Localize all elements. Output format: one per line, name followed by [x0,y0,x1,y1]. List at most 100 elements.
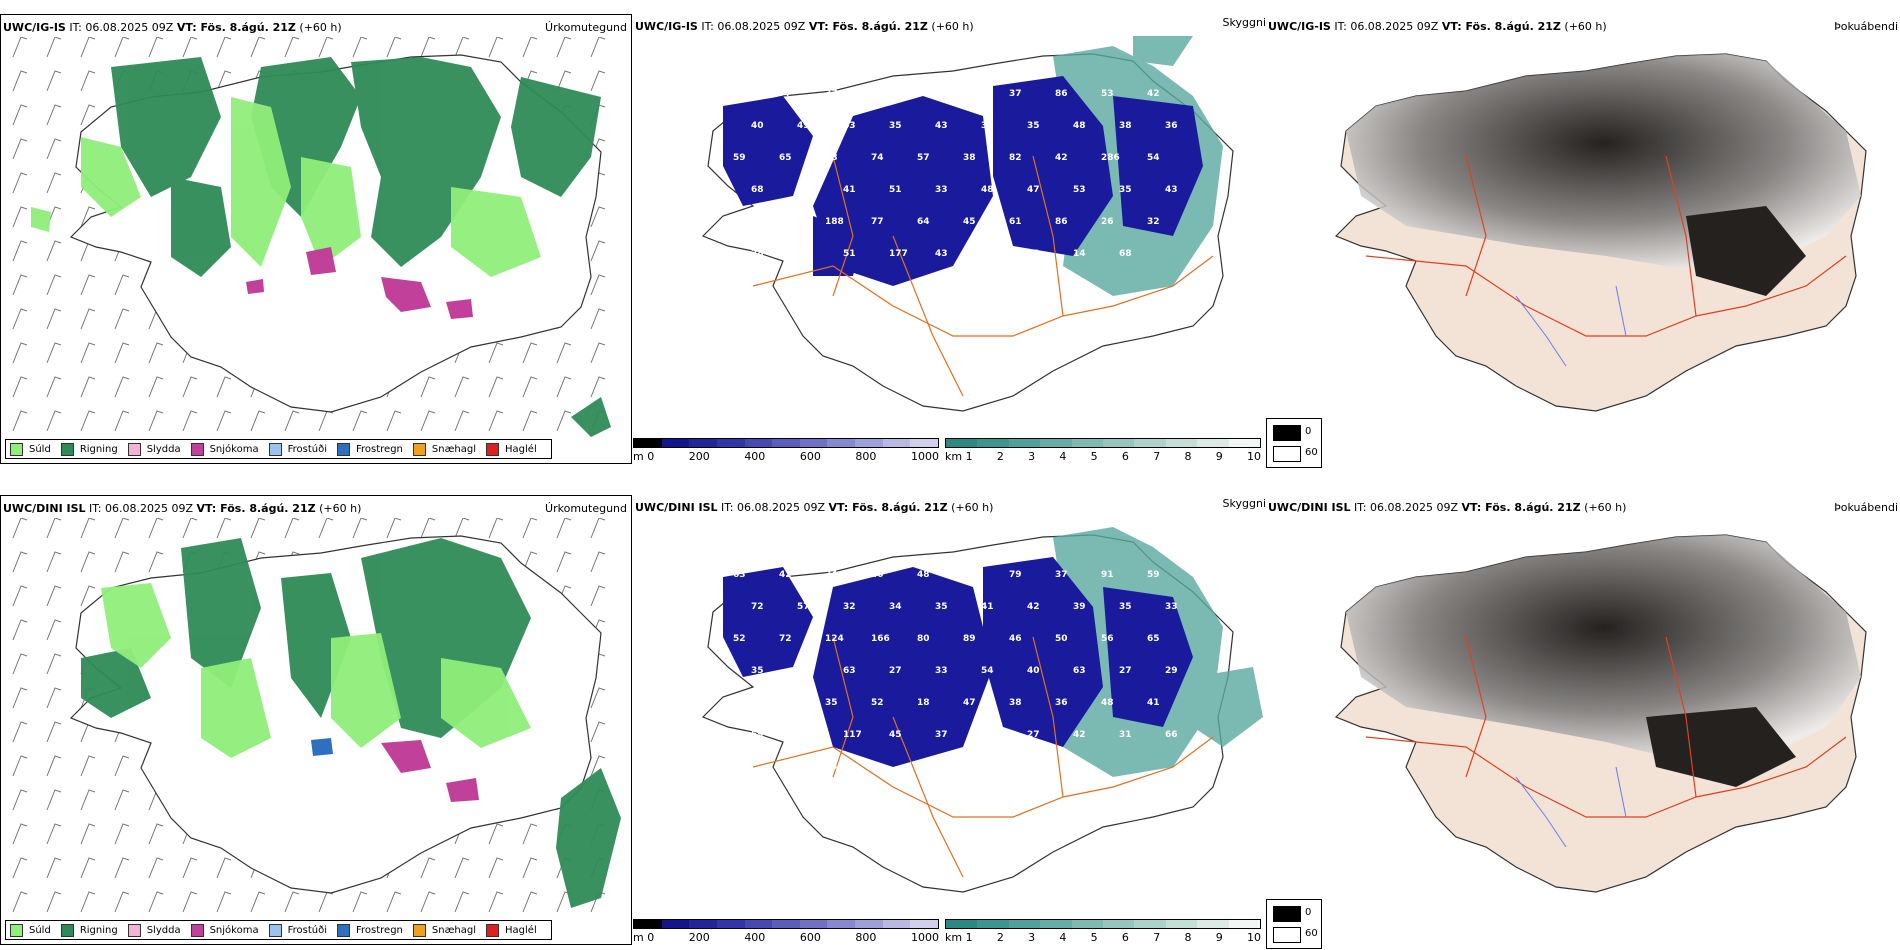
cloud-base-label: 38 [1119,121,1132,131]
legend-label: Frostúði [287,443,327,455]
wind-barb [454,857,470,879]
cloud-base-label: 18 [917,698,930,708]
cloud-base-label: 124 [825,634,844,644]
wind-barb [12,891,28,913]
cloud-base-label: 63 [733,570,746,580]
wind-barb [12,342,28,364]
cloud-base-label: 33 [1165,602,1178,612]
cloud-base-label: 82 [1009,153,1022,163]
wind-barb [148,518,164,539]
low-cloud-areas [723,557,1193,767]
init-time: IT: 06.08.2025 09Z [1334,20,1439,33]
visibility-tick: 8 [1184,450,1192,463]
valid-time: VT: Fös. 8.ágú. 21Z [828,501,948,514]
legend-item: Frostúði [268,923,327,937]
cloud-base-label: 57 [797,730,810,740]
cloud-base-label: 40 [871,570,884,580]
visibility-tick: 2 [996,450,1004,463]
fog-legend-value: 0 [1305,426,1312,437]
wind-barb [590,687,606,709]
fog-panel: UWC/IG-IS IT: 06.08.2025 09Z VT: Fös. 8.… [1266,14,1900,468]
cloud-base-label: 46 [779,217,792,227]
legend-swatch [190,923,204,937]
row-2: UWC/DINI ISL IT: 06.08.2025 09Z VT: Fös.… [0,495,1900,949]
wind-barb [80,755,96,777]
visibility-tick: 7 [1153,450,1161,463]
cloud-base-label: 34 [825,570,838,580]
precip-panel: UWC/DINI ISL IT: 06.08.2025 09Z VT: Fös.… [0,495,632,945]
wind-barb [488,342,504,364]
cloud-base-label: 46 [1009,634,1022,644]
legend-swatch [127,442,141,456]
cloud-base-label: 68 [751,185,764,195]
wind-barb [522,551,538,573]
wind-barb [148,342,164,364]
wind-barb [556,410,572,432]
wind-barb [420,376,436,398]
cloud-base-label: 79 [1009,570,1022,580]
cloud-base-label: 57 [797,602,810,612]
legend-label: Snjókoma [209,443,259,455]
cloud-base-label: 91 [1101,570,1114,580]
wind-barb [488,891,504,913]
fog-legend: 0 60 [1266,418,1322,468]
cloud-base-label: 63 [843,666,856,676]
wind-barb [216,70,232,92]
cloud-base-label: 41 [1147,698,1160,708]
wind-barb [454,376,470,398]
legend-label: Rigning [79,443,118,455]
wind-barb [12,789,28,811]
wind-barb [556,37,572,58]
wind-barb [46,653,62,675]
cloud-base-label: 66 [1165,730,1178,740]
panel-header: UWC/DINI ISL IT: 06.08.2025 09Z VT: Fös.… [635,501,993,517]
wind-barb [12,653,28,675]
cloudbase-tick: 800 [855,931,877,944]
fog-shading [1346,535,1861,787]
wind-barb [12,206,28,228]
cloud-base-label: 41 [981,602,994,612]
cloud-base-labels: 76 77 37 41 35 55 37 86 53 42 40 49 43 35 43 39 35 48 38 36… [733,89,1178,259]
cloud-base-label: 64 [917,217,930,227]
visibility-unit: km [945,931,963,944]
wind-barb [46,823,62,845]
init-time: IT: 06.08.2025 09Z [701,20,806,33]
cloudbase-tick: 600 [799,931,821,944]
cloud-base-label: 35 [1027,121,1040,131]
wind-barb [12,172,28,194]
wind-barb [12,687,28,709]
wind-barb [352,891,368,913]
cloud-base-label: 33 [935,185,948,195]
cloud-base-label: 32 [843,602,856,612]
panel-title: Skyggni [1222,16,1266,29]
lead-time: (+60 h) [1584,501,1627,514]
cloud-base-label: 42 [1073,730,1086,740]
wind-barb [46,240,62,262]
cloud-base-label: 27 [1027,730,1040,740]
wind-barb [80,551,96,573]
fog-panel: UWC/DINI ISL IT: 06.08.2025 09Z VT: Fös.… [1266,495,1900,949]
snow-areas [381,740,479,802]
cloudbase-colorbar: m 0 200 400 600 800 1000 [633,438,939,463]
init-time: IT: 06.08.2025 09Z [89,502,194,515]
wind-barb [12,240,28,262]
cloud-base-label: 36 [1055,698,1068,708]
cloud-base-label: 69 [779,762,792,772]
wind-barb [590,551,606,573]
visibility-tick: 2 [996,931,1004,944]
wind-barb [454,891,470,913]
legend-label: Frostregn [356,924,403,936]
cloud-base-label: 42 [779,570,792,580]
legend-item: Frostregn [337,923,403,937]
legend-item: Súld [10,923,51,937]
cloud-base-label: 35 [751,666,764,676]
cloud-base-label: 166 [871,634,890,644]
wind-barb [80,70,96,92]
wind-barb [590,342,606,364]
visibility-tick: 9 [1215,450,1223,463]
visibility-map: 63 42 34 40 48 43 79 37 91 59 72 57 32 34 35 41 42 39 35 33… [701,527,1263,893]
wind-barb [590,206,606,228]
visibility-map: 76 77 37 41 35 55 37 86 53 42 40 49 43 35 43 39 35 48 38 36… [701,36,1234,412]
cloud-base-label: 43 [825,762,838,772]
cloud-base-label: 72 [751,602,764,612]
